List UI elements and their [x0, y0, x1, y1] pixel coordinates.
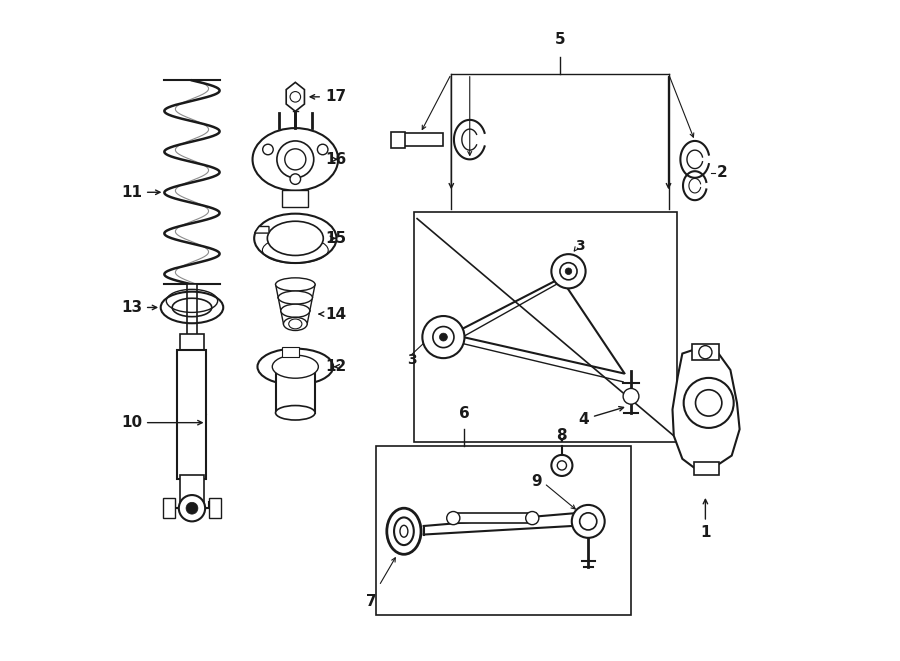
Circle shape	[696, 390, 722, 416]
Circle shape	[623, 389, 639, 405]
Circle shape	[277, 141, 314, 178]
Circle shape	[684, 378, 734, 428]
Ellipse shape	[400, 525, 408, 537]
Circle shape	[557, 461, 566, 470]
Bar	[187, 284, 196, 350]
Ellipse shape	[275, 278, 315, 291]
Polygon shape	[255, 227, 269, 233]
Bar	[450, 514, 536, 523]
Ellipse shape	[394, 518, 414, 545]
Bar	[180, 475, 204, 502]
Circle shape	[433, 327, 454, 348]
Ellipse shape	[387, 508, 421, 555]
Text: 4: 4	[579, 407, 624, 427]
Ellipse shape	[289, 319, 302, 329]
Bar	[391, 132, 405, 147]
Text: 6: 6	[459, 406, 470, 420]
Text: 15: 15	[325, 231, 346, 246]
Text: 16: 16	[325, 152, 346, 167]
Text: 17: 17	[310, 89, 346, 104]
Circle shape	[446, 512, 460, 525]
Ellipse shape	[281, 304, 310, 317]
Bar	[177, 350, 206, 479]
Circle shape	[552, 254, 586, 288]
Ellipse shape	[275, 406, 315, 420]
Bar	[283, 190, 309, 207]
Text: 9: 9	[532, 475, 542, 489]
Text: 10: 10	[121, 415, 202, 430]
Bar	[163, 498, 175, 518]
Bar	[414, 212, 677, 442]
Circle shape	[284, 149, 306, 170]
Circle shape	[560, 262, 577, 280]
Text: 14: 14	[319, 307, 346, 321]
Text: 5: 5	[554, 32, 565, 48]
Circle shape	[552, 455, 572, 476]
Circle shape	[572, 505, 605, 538]
Circle shape	[290, 92, 301, 102]
Circle shape	[318, 144, 328, 155]
Text: 13: 13	[121, 300, 157, 315]
Text: 2: 2	[717, 165, 728, 180]
Bar	[692, 344, 718, 360]
Circle shape	[565, 268, 572, 274]
Circle shape	[179, 495, 205, 522]
Bar	[376, 446, 631, 615]
Ellipse shape	[253, 128, 338, 190]
Ellipse shape	[278, 291, 312, 304]
Circle shape	[290, 174, 301, 184]
Text: 8: 8	[556, 428, 567, 444]
Text: 1: 1	[700, 499, 711, 539]
Polygon shape	[286, 83, 304, 111]
Text: 7: 7	[365, 594, 376, 609]
Bar	[694, 462, 718, 475]
Circle shape	[580, 513, 597, 530]
Text: 3: 3	[575, 239, 585, 253]
Ellipse shape	[257, 348, 333, 385]
Text: 3: 3	[408, 353, 417, 367]
Circle shape	[439, 333, 447, 341]
Ellipse shape	[254, 214, 337, 263]
Circle shape	[186, 502, 198, 514]
Circle shape	[698, 346, 712, 359]
Text: 12: 12	[325, 359, 346, 374]
Bar	[210, 498, 220, 518]
Ellipse shape	[273, 355, 319, 378]
Circle shape	[422, 316, 464, 358]
Ellipse shape	[284, 317, 307, 330]
Ellipse shape	[267, 221, 323, 255]
Bar	[275, 370, 315, 412]
Circle shape	[263, 144, 274, 155]
Circle shape	[526, 512, 539, 525]
Bar	[180, 334, 203, 350]
Polygon shape	[283, 347, 299, 357]
Text: 11: 11	[121, 185, 160, 200]
Bar	[404, 133, 444, 146]
Polygon shape	[672, 347, 740, 469]
